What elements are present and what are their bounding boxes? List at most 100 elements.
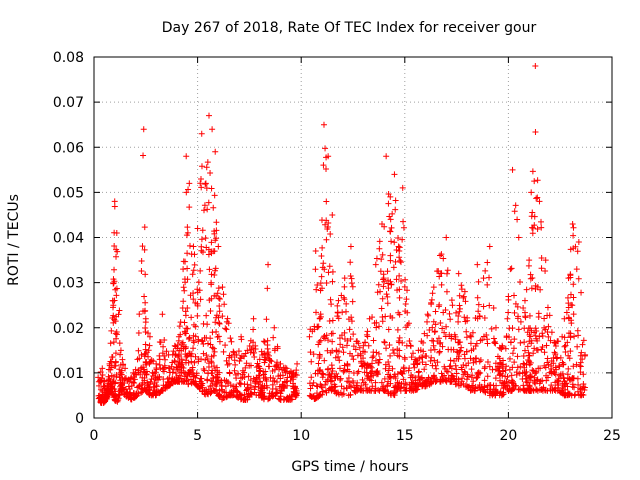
data-point (547, 337, 554, 344)
data-point (567, 348, 574, 355)
data-point (394, 326, 401, 333)
data-point (391, 350, 398, 357)
data-point (342, 308, 349, 315)
data-point (370, 337, 377, 344)
data-point (425, 312, 432, 319)
data-point (323, 236, 330, 243)
data-point (204, 206, 211, 213)
data-point (138, 267, 145, 274)
data-point (517, 318, 524, 325)
data-point (180, 378, 187, 385)
data-point (407, 343, 414, 350)
data-point (335, 391, 342, 398)
data-point (533, 377, 540, 384)
data-point (373, 255, 380, 262)
data-point (526, 312, 533, 319)
data-point (364, 328, 371, 335)
data-point (455, 270, 462, 277)
data-point (190, 290, 197, 297)
data-point (446, 310, 453, 317)
data-point (468, 347, 475, 354)
data-point (582, 351, 589, 358)
data-point (522, 314, 529, 321)
data-point (377, 268, 384, 275)
data-point (335, 353, 342, 360)
data-point (368, 377, 375, 384)
data-point (162, 356, 169, 363)
data-point (375, 281, 382, 288)
data-point (221, 394, 228, 401)
data-point (165, 383, 172, 390)
y-tick-label: 0.01 (53, 366, 84, 382)
data-point (140, 126, 147, 133)
data-point (340, 349, 347, 356)
data-point (234, 388, 241, 395)
data-point (101, 378, 108, 385)
data-point (161, 362, 168, 369)
data-point (341, 335, 348, 342)
data-point (294, 360, 301, 367)
data-point (263, 376, 270, 383)
data-point (516, 386, 523, 393)
data-point (267, 374, 274, 381)
data-point (538, 346, 545, 353)
data-point (269, 393, 276, 400)
data-point (208, 271, 215, 278)
data-point (543, 372, 550, 379)
data-point (508, 372, 515, 379)
data-point (194, 302, 201, 309)
y-tick-label: 0.05 (53, 185, 84, 201)
data-point (392, 206, 399, 213)
data-point (184, 276, 191, 283)
data-point (379, 251, 386, 258)
data-point (486, 302, 493, 309)
data-point (536, 386, 543, 393)
data-point (147, 358, 154, 365)
data-point (103, 392, 110, 399)
data-point (361, 348, 368, 355)
data-point (421, 330, 428, 337)
data-point (232, 361, 239, 368)
data-point (443, 368, 450, 375)
data-point (315, 341, 322, 348)
data-point (199, 338, 206, 345)
data-point (285, 396, 292, 403)
data-point (492, 324, 499, 331)
data-point (419, 380, 426, 387)
data-point (488, 325, 495, 332)
data-point (223, 357, 230, 364)
data-point (274, 343, 281, 350)
data-point (579, 341, 586, 348)
data-point (477, 356, 484, 363)
data-point (453, 366, 460, 373)
data-point (184, 224, 191, 231)
data-point (264, 384, 271, 391)
data-point (580, 337, 587, 344)
data-point (515, 326, 522, 333)
data-point (161, 337, 168, 344)
data-point (203, 164, 210, 171)
data-point (208, 295, 215, 302)
data-point (442, 333, 449, 340)
data-point (221, 389, 228, 396)
data-point (235, 348, 242, 355)
data-point (520, 304, 527, 311)
data-point (318, 252, 325, 259)
data-point (571, 384, 578, 391)
data-point (399, 236, 406, 243)
data-point (477, 337, 484, 344)
data-point (205, 112, 212, 119)
data-point (202, 180, 209, 187)
data-point (97, 386, 104, 393)
data-point (440, 255, 447, 262)
data-point (195, 384, 202, 391)
data-point (111, 198, 118, 205)
data-point (183, 325, 190, 332)
data-point (566, 355, 573, 362)
data-point (398, 278, 405, 285)
data-point (204, 159, 211, 166)
data-point (396, 286, 403, 293)
data-point (562, 386, 569, 393)
data-point (569, 381, 576, 388)
data-point (445, 346, 452, 353)
